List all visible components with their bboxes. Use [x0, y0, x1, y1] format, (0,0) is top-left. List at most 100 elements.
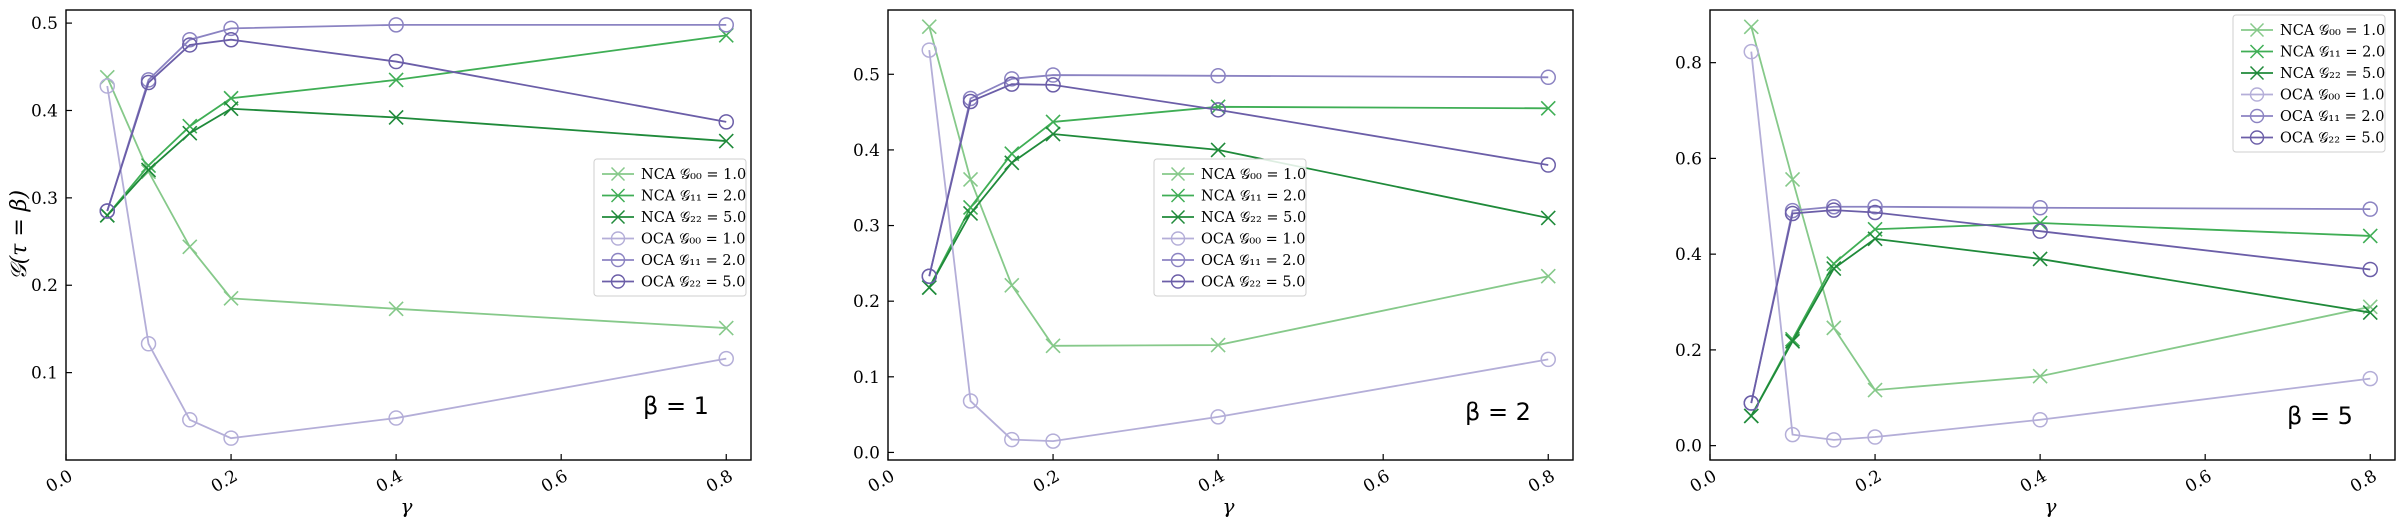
y-tick-label: 0.4	[853, 141, 880, 161]
data-point	[1045, 77, 1061, 93]
data-point	[140, 74, 157, 91]
data-point	[182, 31, 198, 48]
data-point	[2032, 368, 2048, 384]
y-tick-label: 0.6	[1675, 149, 1702, 169]
data-point	[1743, 43, 1760, 60]
legend-marker	[1170, 252, 1186, 268]
beta-annotation: β = 1	[643, 392, 709, 420]
data-point	[223, 290, 239, 306]
data-point	[1867, 231, 1883, 247]
data-point	[388, 301, 404, 317]
data-point	[1045, 114, 1061, 130]
data-point	[140, 157, 157, 174]
legend-label: NCA 𝒢₀₀ = 1.0	[1201, 167, 1306, 183]
legend-label: OCA 𝒢₂₂ = 5.0	[641, 275, 745, 291]
data-point	[223, 31, 239, 48]
data-point	[962, 93, 979, 110]
legend-label: OCA 𝒢₀₀ = 1.0	[1201, 232, 1305, 248]
y-tick-label: 0.8	[1675, 54, 1702, 74]
y-tick-label: 0.4	[1675, 245, 1702, 265]
data-point	[962, 205, 979, 222]
data-point	[1210, 142, 1226, 158]
legend-marker	[2249, 87, 2265, 102]
chart-panel-2: 0.0 0.2 0.4 0.6 0.8 0.0 0.1 0.2 0.3 0.4 0.5 γ NCA 𝒢₀…	[853, 9, 1574, 518]
x-tick-label: 0.6	[2182, 466, 2215, 497]
legend-marker	[2249, 44, 2265, 59]
legend: NCA 𝒢₀₀ = 1.0 NCA 𝒢₁₁ = 2.0 NCA 𝒢₂₂ = 5.0 O…	[593, 158, 747, 297]
legend-marker	[2249, 108, 2265, 124]
data-point	[388, 109, 404, 126]
data-point	[1867, 204, 1883, 221]
data-point	[2032, 199, 2048, 216]
legend: NCA 𝒢₀₀ = 1.0 NCA 𝒢₁₁ = 2.0 NCA 𝒢₂₂ = 5.0 O…	[1153, 158, 1307, 297]
series-5	[1743, 199, 2378, 411]
data-point	[182, 37, 198, 53]
x-tick-label: 0.0	[1687, 466, 1720, 497]
x-tick-label: 0.4	[373, 466, 406, 497]
data-point	[1004, 431, 1020, 448]
series-line	[1750, 26, 2371, 392]
data-point	[1784, 205, 1801, 222]
legend-marker	[610, 166, 626, 182]
data-point	[2362, 370, 2378, 387]
data-point	[1210, 102, 1226, 118]
series-4	[1743, 43, 2378, 448]
x-tick-label: 0.2	[1030, 466, 1063, 497]
data-point	[99, 203, 116, 219]
legend-marker	[1170, 188, 1186, 203]
x-tick-label: 0.6	[538, 466, 571, 497]
data-point	[1045, 338, 1061, 354]
data-point	[1867, 429, 1883, 445]
y-tick-label: 0.3	[853, 217, 880, 237]
series-line	[928, 26, 1549, 347]
data-point	[388, 53, 404, 70]
y-tick-label: 0.1	[853, 368, 880, 388]
x-tick-label: 0.6	[1360, 466, 1393, 497]
data-point	[2362, 201, 2378, 217]
x-tick-label: 0.2	[208, 466, 241, 497]
data-point	[962, 199, 979, 215]
chart-panel-1: 0.0 0.2 0.4 0.6 0.8 0.1 0.2 0.3 0.4 0.5 γ 𝒢(τ = β) N…	[7, 9, 752, 518]
legend-marker	[610, 231, 626, 246]
y-tick-label: 0.2	[853, 292, 880, 312]
data-point	[1867, 382, 1883, 398]
series-line	[928, 105, 1549, 288]
data-point	[388, 17, 404, 33]
series-line	[106, 107, 727, 216]
legend: NCA 𝒢₀₀ = 1.0 NCA 𝒢₁₁ = 2.0 NCA 𝒢₂₂ = 5.0 O…	[2232, 14, 2386, 153]
x-tick-label: 0.0	[43, 466, 76, 497]
legend-box	[2232, 14, 2386, 153]
y-axis-label: 𝒢(τ = β)	[7, 190, 32, 280]
x-tick-label: 0.8	[1525, 466, 1558, 497]
data-point	[2032, 251, 2048, 267]
data-point	[223, 101, 239, 117]
axes-frame	[887, 9, 1574, 461]
data-point	[1540, 210, 1556, 226]
data-point	[388, 72, 404, 88]
series-1	[1743, 19, 2378, 398]
x-tick-label: 0.2	[1852, 466, 1885, 497]
series-line	[928, 49, 1549, 442]
x-tick-label: 0.4	[1195, 466, 1228, 497]
series-2	[1743, 215, 2378, 424]
series-line	[928, 83, 1549, 277]
chart-panel-3: 0.0 0.2 0.4 0.6 0.8 0.0 0.2 0.4 0.6 0.8 γ NCA 𝒢₀₀ =…	[1675, 9, 2396, 518]
y-tick-label: 0.1	[31, 364, 58, 384]
data-point	[1743, 19, 1759, 35]
data-point	[718, 114, 734, 130]
data-point	[2032, 215, 2048, 231]
y-tick-label: 0.5	[853, 65, 880, 85]
data-point	[1540, 100, 1556, 116]
data-point	[1784, 333, 1801, 349]
data-point	[718, 17, 734, 33]
data-point	[962, 171, 979, 187]
data-point	[223, 20, 239, 37]
y-tick-label: 0.5	[31, 14, 58, 34]
data-point	[1826, 432, 1842, 448]
series-line	[1750, 237, 2371, 417]
legend-label: NCA 𝒢₂₂ = 5.0	[641, 210, 746, 226]
data-point	[1826, 202, 1842, 218]
data-point	[1540, 351, 1556, 368]
data-point	[718, 320, 734, 336]
